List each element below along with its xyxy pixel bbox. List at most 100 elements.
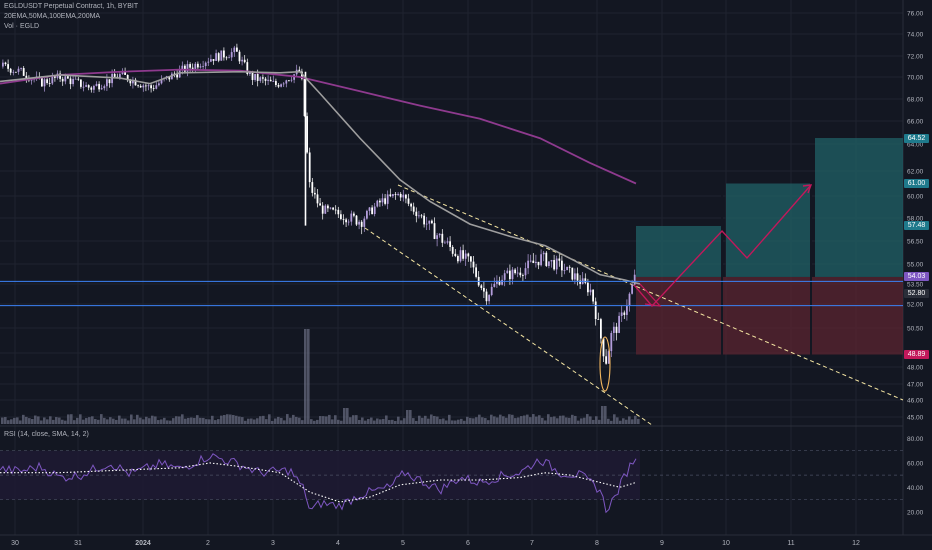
candle-body — [384, 198, 386, 204]
candle-body — [2, 62, 4, 67]
candle-body — [587, 282, 589, 293]
candle-body — [251, 72, 254, 80]
candle-body — [119, 74, 121, 79]
candle-body — [269, 79, 272, 82]
volume-bar — [94, 419, 97, 424]
candle-body — [584, 278, 587, 283]
symbol-legend[interactable]: EGLDUSDT Perpetual Contract, 1h, BYBIT — [4, 3, 139, 10]
volume-bar — [418, 415, 421, 424]
volume-bar — [40, 420, 43, 424]
rsi-legend[interactable]: RSI (14, close, SMA, 14, 2) — [4, 431, 89, 438]
volume-bar — [217, 419, 220, 424]
candle-body — [353, 213, 355, 216]
volume-bar — [292, 414, 295, 424]
candle-body — [103, 86, 106, 89]
volume-bar — [22, 414, 25, 424]
candle-body — [516, 272, 519, 274]
volume-bar — [298, 417, 301, 424]
volume-bar — [355, 415, 358, 424]
candle-body — [145, 85, 147, 87]
candle-body — [425, 223, 428, 225]
time-axis[interactable]: 30 31 2024 2 3 4 5 6 7 8 9 10 11 12 — [11, 540, 860, 547]
x-tick-label: 7 — [530, 540, 534, 547]
indicators-legend[interactable]: 20EMA,50MA,100EMA,200MA — [4, 13, 101, 20]
volume-legend[interactable]: Vol · EGLD — [4, 23, 40, 30]
candle-body — [22, 68, 25, 76]
channel-upper-line — [397, 184, 904, 401]
volume-bar — [157, 420, 160, 424]
candle-body — [202, 66, 204, 67]
candle-body — [360, 221, 363, 227]
volume-bar — [139, 417, 142, 424]
candle-body — [537, 261, 540, 266]
candle-body — [397, 193, 399, 195]
volume-bar — [442, 418, 445, 424]
candle-body — [230, 52, 233, 58]
volume-bar — [325, 416, 328, 424]
volume-bar — [202, 417, 205, 424]
volume-bar — [379, 419, 382, 424]
volume-bar — [493, 416, 496, 424]
x-tick-label: 2 — [206, 540, 210, 547]
volume-bar — [13, 417, 16, 424]
volume-bar — [400, 420, 403, 424]
entry-marker — [639, 283, 662, 307]
x-tick-label: 2024 — [135, 540, 151, 547]
volume-bar — [232, 414, 235, 424]
volume-bar — [262, 415, 265, 424]
candle-body — [470, 256, 472, 262]
volume-bar — [244, 420, 247, 424]
candle-body — [111, 73, 113, 84]
volume-bar — [481, 417, 484, 424]
candle-body — [540, 254, 542, 266]
volume-bar — [505, 417, 508, 424]
candle-body — [444, 242, 446, 244]
volume-bar — [55, 417, 58, 424]
volume-bar — [565, 417, 568, 424]
candle-body — [438, 233, 441, 236]
candle-body — [412, 206, 415, 212]
target-zone-3 — [815, 138, 903, 277]
candle-body — [316, 194, 319, 204]
candle-body — [589, 289, 592, 293]
candle-body — [215, 53, 217, 61]
candle-body — [142, 85, 145, 88]
volume-bar — [547, 414, 550, 424]
volume-bar — [283, 420, 286, 424]
volume-bar — [511, 414, 514, 424]
candle-body — [423, 215, 425, 225]
volume-bar — [1, 417, 4, 424]
y-tick-label: 53.50 — [907, 282, 924, 289]
volume-bar — [445, 420, 448, 424]
volume-bar — [286, 414, 289, 424]
y-tick-label: 58.00 — [907, 216, 924, 223]
candle-body — [262, 77, 264, 79]
volume-bar — [574, 415, 577, 424]
volume-bar — [406, 410, 409, 424]
candle-body — [524, 268, 527, 276]
horizontal-levels — [0, 280, 903, 307]
projection-path — [599, 184, 813, 392]
candle-body — [441, 233, 444, 243]
volume-bar — [475, 417, 478, 424]
candle-body — [197, 63, 199, 68]
candle-body — [555, 258, 558, 270]
candle-body — [228, 57, 230, 59]
candle-body — [410, 203, 412, 207]
candle-body — [514, 269, 516, 274]
volume-bar — [268, 414, 271, 424]
volume-bar — [109, 417, 112, 424]
target-zone-1 — [636, 225, 722, 277]
candle-body — [15, 71, 17, 73]
volume-bar — [253, 419, 256, 424]
price-tag: 48.89 — [904, 350, 929, 360]
volume-bar — [334, 415, 337, 424]
volume-bar — [496, 417, 499, 424]
volume-bar — [166, 420, 169, 424]
volume-bar — [559, 415, 562, 424]
volume-bar — [508, 414, 511, 424]
candle-body — [446, 241, 449, 243]
candle-body — [256, 73, 259, 81]
volume-bar — [121, 418, 124, 424]
